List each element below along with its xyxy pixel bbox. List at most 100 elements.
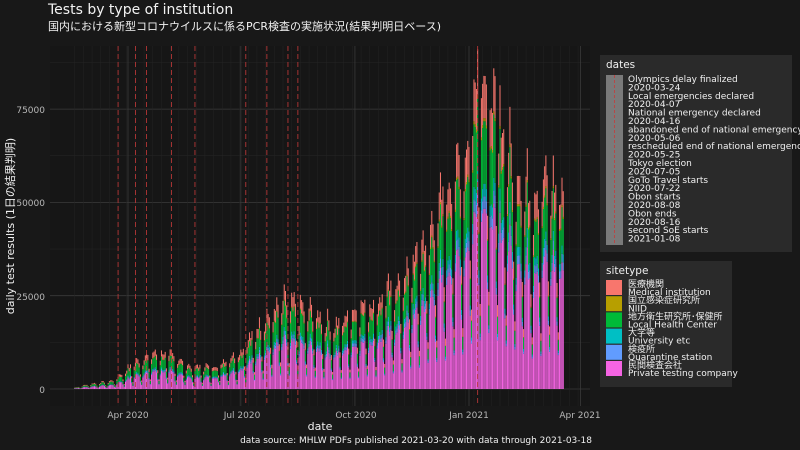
bar-segment: [359, 355, 361, 389]
bar-segment: [282, 300, 284, 314]
bar-stack: [475, 89, 477, 389]
bar-segment: [281, 313, 283, 325]
bar-segment: [323, 376, 325, 378]
bar-segment: [446, 204, 448, 230]
bar-segment: [317, 344, 319, 348]
bar-segment: [222, 371, 224, 374]
bar-segment: [302, 314, 304, 316]
bar-segment: [453, 355, 455, 389]
bar-segment: [346, 340, 348, 344]
bar-segment: [320, 324, 322, 334]
bar-segment: [473, 79, 475, 122]
bar-segment: [133, 370, 135, 377]
bar-segment: [397, 325, 399, 389]
bar-segment: [470, 337, 472, 341]
x-tick-label: Apr 2021: [559, 411, 600, 421]
bar-segment: [134, 362, 136, 367]
bar-segment: [229, 363, 231, 368]
bar-stack: [480, 98, 482, 389]
bar-segment: [246, 353, 248, 365]
bar-segment: [168, 373, 170, 389]
bar-stack: [138, 363, 140, 389]
bar-segment: [298, 325, 300, 336]
bar-segment: [410, 357, 412, 366]
bar-segment: [249, 332, 251, 341]
bar-segment: [504, 284, 506, 309]
bar-segment: [273, 308, 275, 321]
bar-segment: [490, 146, 492, 149]
dates-legend-label: 2020-08-08: [628, 201, 681, 211]
bar-segment: [234, 372, 236, 374]
bar-segment: [201, 382, 203, 384]
bar-segment: [516, 255, 518, 265]
bar-segment: [182, 365, 184, 374]
bar-segment: [540, 341, 542, 352]
bar-segment: [187, 375, 189, 377]
bar-segment: [497, 316, 499, 318]
bar-segment: [232, 352, 234, 358]
bar-segment: [265, 333, 267, 334]
bar-segment: [505, 346, 507, 389]
bar-segment: [142, 377, 144, 378]
bar-segment: [449, 275, 451, 389]
bar-segment: [534, 272, 536, 389]
bar-stack: [121, 374, 123, 389]
bar-segment: [293, 331, 295, 335]
bar-segment: [554, 263, 556, 272]
bar-segment: [354, 339, 356, 344]
bar-segment: [408, 347, 410, 351]
bar-segment: [391, 354, 393, 358]
bar-segment: [399, 280, 401, 296]
bar-segment: [433, 293, 435, 300]
bar-segment: [247, 364, 249, 389]
bar-segment: [221, 376, 223, 389]
bar-segment: [411, 328, 413, 334]
bar-segment: [122, 384, 124, 389]
bar-segment: [361, 314, 363, 316]
bar-segment: [348, 367, 350, 389]
bar-segment: [286, 345, 288, 389]
bar-segment: [379, 297, 381, 311]
bar-segment: [384, 363, 386, 368]
bar-segment: [360, 334, 362, 338]
bar-segment: [556, 325, 558, 389]
bar-stack: [516, 175, 518, 389]
bar-segment: [111, 381, 113, 385]
bar-segment: [554, 192, 556, 219]
bar-segment: [319, 322, 321, 324]
bar-segment: [354, 320, 356, 322]
bar-segment: [116, 384, 118, 389]
bar-segment: [559, 278, 561, 389]
bar-stack: [411, 287, 413, 389]
bar-segment: [325, 336, 327, 352]
bar-segment: [536, 263, 538, 272]
bar-segment: [463, 218, 465, 221]
bar-segment: [366, 365, 368, 369]
bar-stack: [384, 363, 386, 389]
bar-segment: [143, 365, 145, 374]
bar-segment: [454, 181, 456, 210]
bar-segment: [263, 357, 265, 360]
bar-segment: [523, 329, 525, 338]
bar-segment: [406, 305, 408, 311]
bar-segment: [324, 333, 326, 342]
bar-segment: [537, 232, 539, 235]
bar-segment: [307, 331, 309, 349]
bar-segment: [221, 367, 223, 375]
bar-segment: [308, 321, 310, 341]
bar-stack: [550, 215, 552, 389]
bar-segment: [547, 296, 549, 317]
bar-segment: [458, 246, 460, 257]
bar-segment: [473, 186, 475, 200]
bar-stack: [242, 348, 244, 389]
bar-segment: [453, 352, 455, 356]
bar-segment: [333, 341, 335, 355]
bar-segment: [535, 194, 537, 220]
bar-segment: [329, 356, 331, 359]
bar-segment: [215, 377, 217, 379]
bar-stack: [89, 387, 91, 389]
bar-segment: [77, 387, 79, 388]
bar-segment: [327, 346, 329, 389]
bar-segment: [132, 382, 134, 384]
bar-segment: [511, 182, 513, 211]
